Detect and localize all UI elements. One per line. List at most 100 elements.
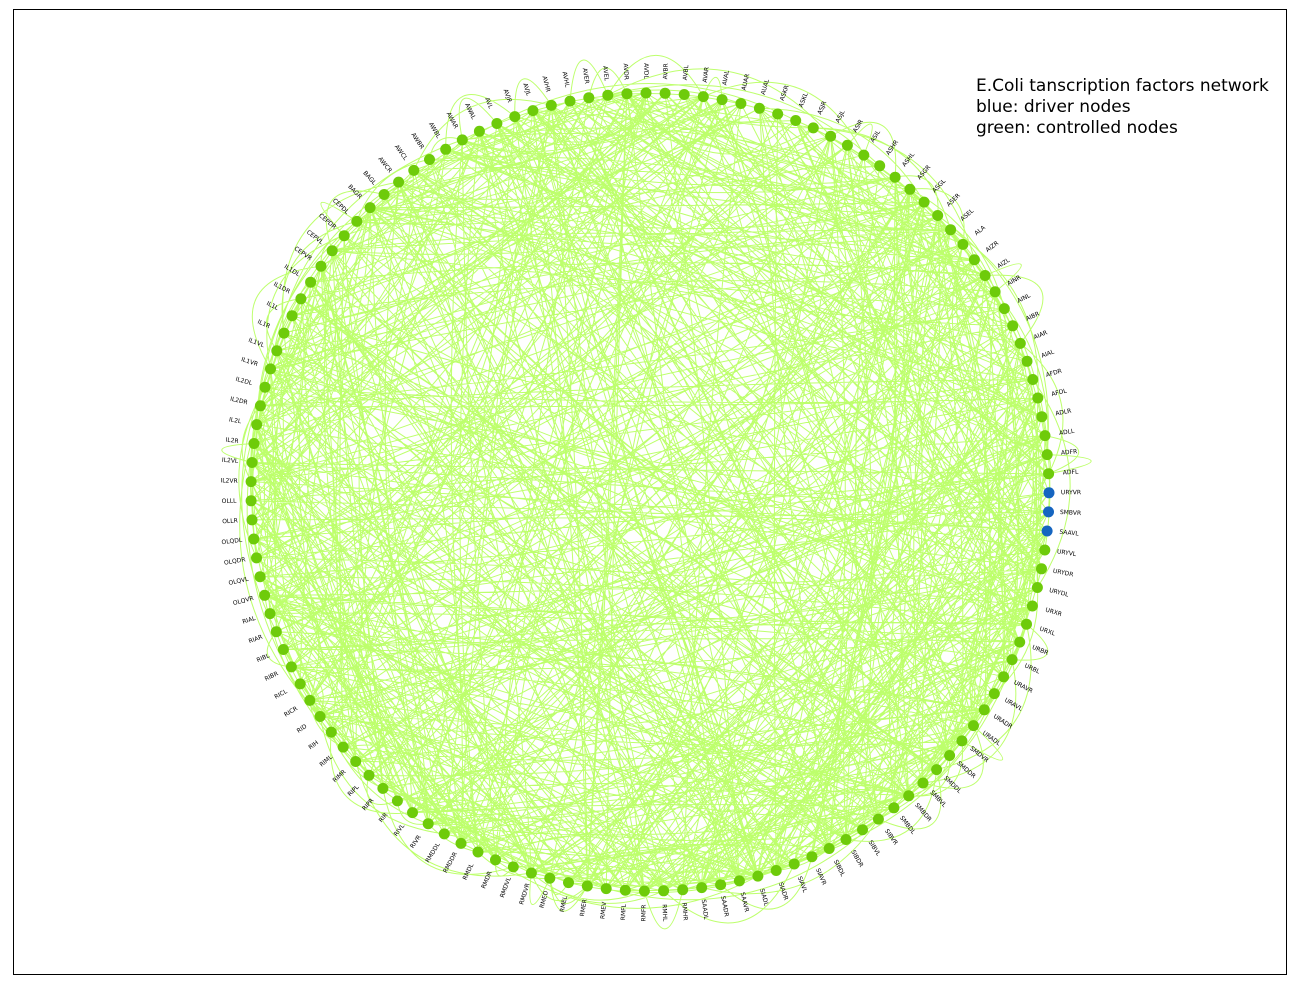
node-label-awbr: AWBR — [409, 132, 425, 151]
node-label-rmel: RMEL — [559, 895, 569, 913]
controlled-node-asel — [945, 224, 957, 236]
controlled-node-avdl — [640, 87, 652, 99]
node-label-saavl: SAAVL — [1059, 529, 1080, 538]
node-label-aibr: AIBR — [1025, 310, 1041, 322]
controlled-node-cepvl — [326, 245, 338, 257]
node-label-uravl: URAVL — [1003, 697, 1024, 713]
node-label-rial: RIAL — [242, 615, 258, 626]
node-label-aval: AVAL — [721, 69, 731, 86]
controlled-node-asil — [858, 149, 870, 161]
controlled-node-cepdr — [338, 230, 350, 242]
controlled-node-avdr — [621, 88, 633, 100]
controlled-node-uradl — [968, 720, 979, 732]
controlled-node-sibvr — [872, 813, 884, 825]
controlled-node-sibvl — [857, 824, 868, 836]
controlled-node-rial — [264, 608, 276, 620]
node-label-ribr: RIBR — [264, 670, 280, 683]
controlled-node-ribr — [285, 661, 297, 673]
node-label-avjl: AVJL — [521, 82, 532, 97]
node-label-askl: ASKL — [798, 91, 810, 108]
node-label-rmdvl: RMDVL — [499, 876, 513, 899]
controlled-node-urxl — [1021, 618, 1032, 630]
controlled-node-il1l — [286, 310, 298, 322]
node-label-smbvl: SMBVL — [928, 789, 947, 809]
controlled-node-saadl — [696, 882, 708, 894]
controlled-node-asjl — [825, 130, 837, 142]
plot-frame — [13, 9, 1287, 975]
controlled-node-rivr — [422, 818, 434, 830]
node-label-sibvr: SIBVR — [883, 828, 899, 847]
controlled-node-avjl — [527, 105, 539, 117]
node-label-aual: AUAL — [760, 78, 771, 96]
node-label-il1vl: IL1VL — [247, 337, 265, 350]
node-label-awbl: AWBL — [427, 121, 442, 140]
node-label-avbr: AVBR — [662, 63, 670, 79]
node-label-avdr: AVDR — [622, 63, 630, 80]
node-label-aial: AIAL — [1040, 348, 1055, 359]
controlled-node-aibr — [1007, 320, 1019, 332]
node-label-uryvr: URYVR — [1061, 489, 1081, 496]
node-label-urydl: URYDL — [1048, 587, 1070, 599]
node-label-rid: RID — [296, 723, 309, 735]
controlled-node-rmhr — [677, 884, 689, 896]
controlled-node-uradr — [978, 704, 990, 716]
node-label-smddr: SMDDR — [955, 760, 976, 780]
controlled-node-askr — [772, 108, 784, 120]
node-label-riar: RIAR — [248, 634, 264, 646]
node-label-avbl: AVBL — [682, 64, 690, 80]
controlled-node-olqdr — [251, 552, 262, 564]
node-label-saadr: SAADR — [719, 895, 730, 917]
controlled-node-ripl — [363, 769, 375, 781]
node-label-smddl: SMDDL — [942, 775, 963, 795]
node-label-saavr: SAAVR — [739, 892, 750, 913]
node-label-uradr: URADR — [992, 713, 1014, 730]
controlled-node-smbdr — [903, 790, 915, 802]
controlled-node-aial — [1021, 355, 1033, 367]
controlled-node-saavr — [733, 875, 745, 887]
controlled-node-auar — [735, 98, 747, 109]
controlled-node-urydl — [1031, 582, 1043, 593]
controlled-node-rmdvl — [507, 861, 519, 873]
node-label-smbdr: SMBDR — [913, 802, 933, 823]
controlled-node-siavr — [806, 851, 818, 863]
controlled-node-smdvr — [956, 735, 968, 747]
controlled-node-avel — [602, 89, 614, 101]
node-label-rmev: RMEV — [599, 901, 608, 920]
controlled-node-rmdl — [472, 846, 484, 858]
network-edges — [221, 55, 1092, 930]
node-label-adlr: ADLR — [1055, 408, 1072, 418]
node-label-sibdr: SIBDR — [849, 849, 864, 869]
controlled-node-urbl — [1006, 654, 1018, 666]
node-label-asir: ASIR — [852, 118, 865, 134]
controlled-node-urydr — [1036, 563, 1047, 575]
controlled-node-ribl — [277, 644, 289, 655]
node-label-smbvr: SMBVR — [1060, 509, 1082, 517]
controlled-node-avjr — [509, 111, 521, 123]
controlled-node-awbl — [440, 143, 452, 155]
node-label-asjl: ASJL — [834, 109, 846, 124]
controlled-node-il1vl — [271, 345, 283, 357]
node-label-il2dr: IL2DR — [229, 396, 248, 407]
node-label-rih: RIH — [307, 739, 320, 751]
controlled-node-rmfr — [638, 885, 650, 897]
controlled-node-smddl — [931, 764, 943, 776]
node-label-il1r: IL1R — [256, 318, 271, 330]
node-label-cepvl: CEPVL — [305, 229, 325, 246]
controlled-node-il2l — [251, 419, 263, 431]
node-label-avar: AVAR — [702, 67, 711, 84]
controlled-node-urxr — [1026, 600, 1038, 612]
controlled-node-asgr — [904, 183, 916, 195]
controlled-node-il2dr — [254, 400, 266, 412]
controlled-node-il1vr — [265, 363, 276, 375]
driver-node-uryvr — [1043, 487, 1055, 499]
node-label-avl: AVL — [483, 97, 494, 111]
controlled-node-rmev — [600, 883, 612, 895]
controlled-node-ala — [957, 238, 969, 250]
node-label-aiar: AIAR — [1033, 329, 1049, 341]
controlled-node-rih — [325, 726, 337, 738]
node-label-askr: ASKR — [779, 84, 791, 101]
node-label-rmdl: RMDL — [462, 862, 476, 881]
node-label-afdl: AFDL — [1051, 387, 1068, 398]
controlled-node-olll — [245, 495, 257, 507]
controlled-node-riml — [337, 741, 349, 753]
